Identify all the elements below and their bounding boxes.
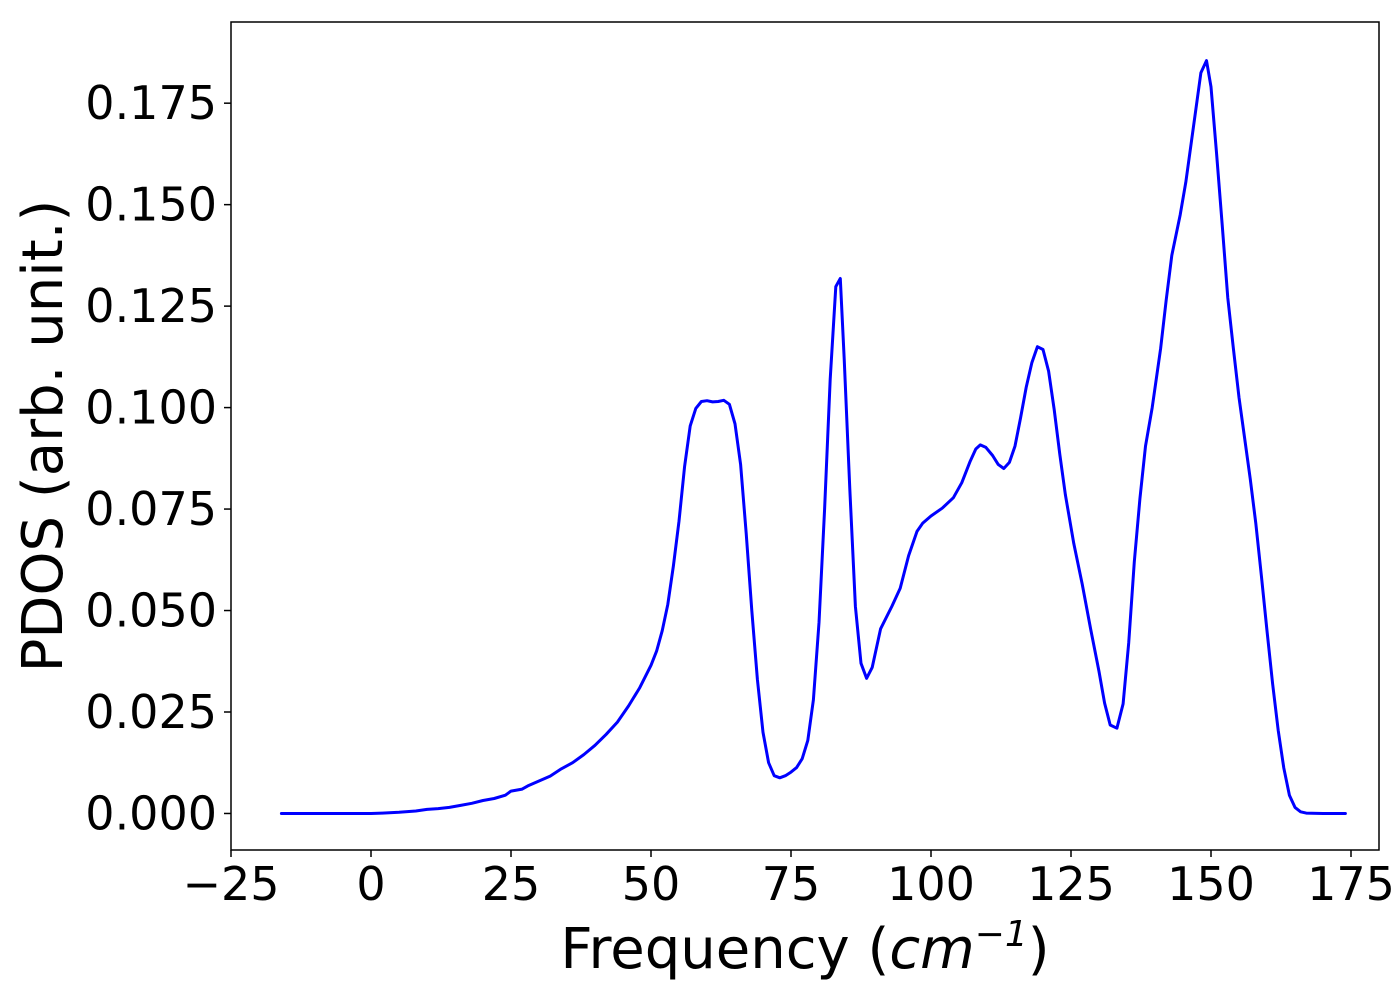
y-tick-label: 0.050 [85,584,217,638]
x-tick-label: 0 [356,857,385,911]
x-tick-label: 175 [1307,857,1395,911]
x-axis-label-unit: cm [889,917,974,982]
x-tick-label: 25 [482,857,541,911]
x-axis-label: Frequency (cm−1) [560,914,1049,982]
x-axis-label-close-paren: ) [1028,917,1050,982]
y-tick-label: 0.100 [85,381,217,435]
y-tick-label: 0.125 [85,279,217,333]
x-axis-ticks: −25 0 25 50 75 100 125 150 175 [182,850,1395,911]
x-axis-label-open-paren: ( [850,917,890,982]
pdos-series-line [279,59,1347,815]
y-tick-label: 0.000 [85,786,217,840]
x-tick-label: 150 [1167,857,1255,911]
x-tick-label: 125 [1027,857,1115,911]
y-tick-label: 0.075 [85,482,217,536]
x-tick-label: 100 [887,857,975,911]
x-tick-label: 75 [762,857,821,911]
x-axis-label-unit-exponent: −1 [975,914,1028,955]
y-tick-label: 0.150 [85,178,217,232]
x-tick-label: 50 [622,857,681,911]
y-tick-label: 0.175 [85,76,217,130]
y-axis-label: PDOS (arb. unit.) [11,200,76,673]
y-axis-ticks: 0.000 0.025 0.050 0.075 0.100 0.125 0.150 0.175 [85,76,231,840]
y-tick-label: 0.025 [85,685,217,739]
x-tick-label: −25 [182,857,279,911]
x-axis-label-text: Frequency [560,917,849,982]
plot-area-frame [230,21,1380,851]
